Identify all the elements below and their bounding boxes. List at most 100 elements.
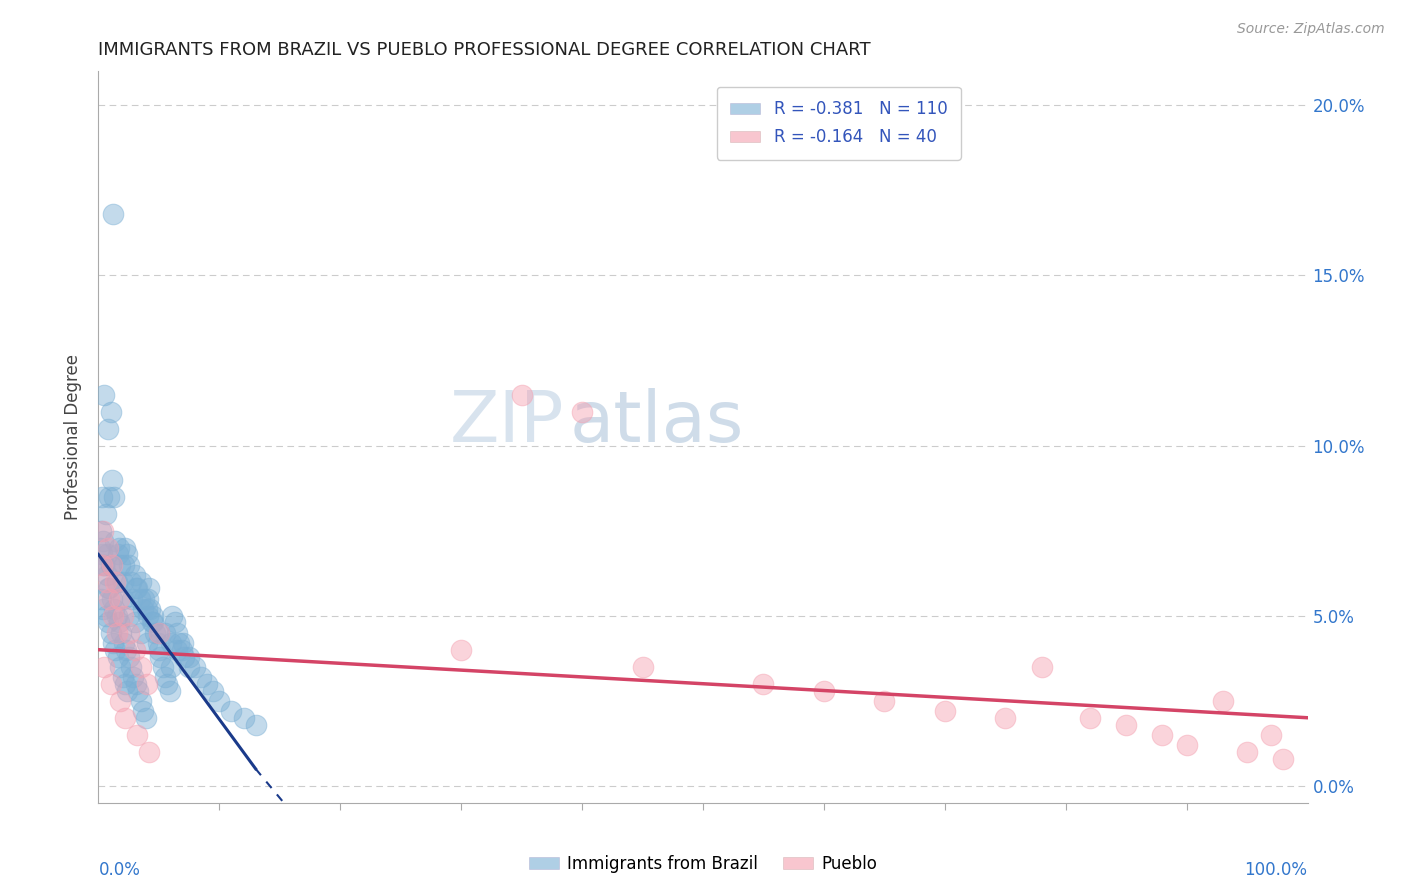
Point [208, 694, 231, 708]
Point [153, 625, 176, 640]
Point [179, 659, 201, 673]
Point [160, 659, 183, 673]
Point [135, 711, 157, 725]
Point [118, 649, 141, 664]
Point [98, 591, 121, 606]
Point [112, 636, 135, 650]
Point [118, 558, 141, 572]
Point [166, 625, 188, 640]
Point [100, 558, 122, 572]
Point [90, 524, 112, 538]
Point [169, 636, 191, 650]
Text: ZIP: ZIP [450, 388, 564, 457]
Point [135, 677, 157, 691]
Point [115, 642, 138, 657]
Point [1152, 728, 1174, 742]
Point [100, 473, 122, 487]
Point [121, 591, 143, 606]
Point [104, 574, 127, 589]
Point [156, 677, 179, 691]
Point [100, 677, 122, 691]
Point [190, 670, 212, 684]
Point [108, 541, 131, 555]
Point [994, 711, 1017, 725]
Point [129, 625, 152, 640]
Point [172, 636, 194, 650]
Point [93, 659, 115, 673]
Point [135, 602, 157, 616]
Point [135, 636, 157, 650]
Point [98, 490, 121, 504]
Point [129, 574, 152, 589]
Point [202, 683, 225, 698]
Point [91, 558, 114, 572]
Point [105, 574, 128, 589]
Point [128, 591, 150, 606]
Point [129, 694, 152, 708]
Point [179, 649, 201, 664]
Point [91, 602, 114, 616]
Point [94, 608, 117, 623]
Point [91, 548, 114, 562]
Point [97, 582, 120, 596]
Point [146, 636, 169, 650]
Point [160, 636, 183, 650]
Point [245, 717, 267, 731]
Point [93, 387, 115, 401]
Point [752, 677, 775, 691]
Point [1078, 711, 1101, 725]
Point [1212, 694, 1234, 708]
Point [118, 608, 141, 623]
Point [873, 694, 896, 708]
Point [104, 533, 127, 548]
Point [117, 548, 139, 562]
Point [108, 615, 131, 630]
Point [160, 608, 183, 623]
Text: IMMIGRANTS FROM BRAZIL VS PUEBLO PROFESSIONAL DEGREE CORRELATION CHART: IMMIGRANTS FROM BRAZIL VS PUEBLO PROFESS… [98, 41, 872, 59]
Point [111, 670, 134, 684]
Point [132, 602, 155, 616]
Point [1115, 717, 1137, 731]
Point [120, 659, 142, 673]
Point [122, 670, 145, 684]
Point [1236, 745, 1258, 759]
Point [136, 591, 159, 606]
Point [100, 558, 122, 572]
Point [100, 591, 122, 606]
Point [134, 591, 156, 606]
Point [105, 625, 128, 640]
Point [127, 728, 149, 742]
Point [1031, 659, 1053, 673]
Point [163, 615, 186, 630]
Point [141, 615, 163, 630]
Point [631, 659, 654, 673]
Point [138, 582, 160, 596]
Point [101, 207, 124, 221]
Point [108, 558, 131, 572]
Point [124, 642, 146, 657]
Point [93, 558, 115, 572]
Point [148, 642, 170, 657]
Point [142, 615, 165, 630]
Point [96, 567, 118, 582]
Point [173, 649, 195, 664]
Point [104, 642, 127, 657]
Point [166, 642, 188, 657]
Text: 100.0%: 100.0% [1244, 862, 1308, 880]
Point [129, 659, 152, 673]
Point [450, 642, 472, 657]
Point [159, 683, 181, 698]
Point [136, 608, 159, 623]
Point [117, 683, 139, 698]
Point [139, 602, 162, 616]
Point [97, 421, 120, 435]
Point [170, 642, 193, 657]
Point [107, 649, 129, 664]
Point [101, 608, 124, 623]
Text: 0.0%: 0.0% [98, 862, 141, 880]
Point [152, 659, 174, 673]
Point [125, 582, 148, 596]
Point [510, 387, 533, 401]
Point [934, 704, 956, 718]
Point [114, 541, 136, 555]
